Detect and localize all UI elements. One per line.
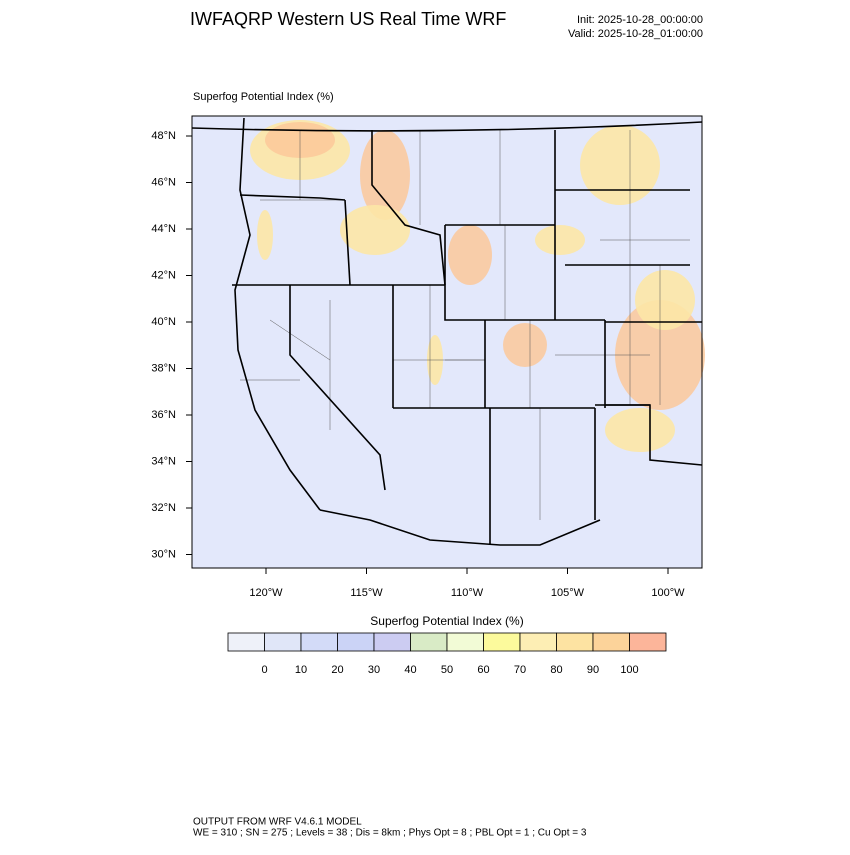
colorbar: 0 10 20 30 40 50 60 70 80 90 100 [227, 632, 667, 676]
valid-time: Valid: 2025-10-28_01:00:00 [568, 28, 703, 40]
footer-line1: OUTPUT FROM WRF V4.6.1 MODEL [193, 817, 362, 828]
colorbar-box [556, 632, 594, 652]
state-borders [191, 117, 703, 546]
map-frame [191, 115, 703, 569]
lat-label: 38°N [151, 362, 176, 374]
colorbar-box [373, 632, 411, 652]
colorbar-box [592, 632, 630, 652]
lat-labels: 48°N 46°N 44°N 42°N 40°N 38°N 36°N 34°N 32°N 30°N [151, 130, 192, 560]
lat-label: 46°N [151, 176, 176, 188]
colorbar-label: 90 [587, 664, 599, 676]
colorbar-label: 40 [404, 664, 416, 676]
lat-label: 40°N [151, 316, 176, 328]
colorbar-box [519, 632, 557, 652]
colorbar-box [446, 632, 484, 652]
lat-label: 30°N [151, 548, 176, 560]
colorbar-title: Superfog Potential Index (%) [370, 614, 523, 628]
fog-areas [250, 120, 705, 452]
colorbar-label: 20 [331, 664, 343, 676]
map-title: Superfog Potential Index (%) [193, 91, 334, 103]
lat-label: 32°N [151, 502, 176, 514]
lat-label: 42°N [151, 269, 176, 281]
lat-label: 44°N [151, 223, 176, 235]
county-lines [240, 130, 690, 520]
init-time: Init: 2025-10-28_00:00:00 [577, 14, 703, 26]
colorbar-label: 0 [261, 664, 267, 676]
colorbar-label: 100 [620, 664, 638, 676]
lon-label: 100°W [651, 587, 685, 599]
lon-label: 115°W [350, 587, 383, 599]
footer-line2: WE = 310 ; SN = 275 ; Levels = 38 ; Dis … [193, 828, 587, 839]
lat-label: 48°N [151, 130, 176, 142]
colorbar-box [300, 632, 338, 652]
colorbar-label: 50 [441, 664, 453, 676]
colorbar-box [410, 632, 448, 652]
colorbar-label: 70 [514, 664, 526, 676]
colorbar-box [227, 632, 265, 652]
colorbar-label: 80 [550, 664, 562, 676]
lon-label: 105°W [551, 587, 585, 599]
lat-label: 34°N [151, 455, 176, 467]
colorbar-label: 10 [295, 664, 307, 676]
lon-label: 120°W [249, 587, 283, 599]
colorbar-box [629, 632, 667, 652]
colorbar-box [337, 632, 375, 652]
colorbar-box [483, 632, 521, 652]
colorbar-label: 60 [477, 664, 489, 676]
colorbar-label: 30 [368, 664, 380, 676]
map [191, 115, 705, 569]
colorbar-box [264, 632, 302, 652]
lat-label: 36°N [151, 409, 176, 421]
lon-label: 110°W [451, 587, 484, 599]
title: IWFAQRP Western US Real Time WRF [190, 9, 506, 29]
lon-labels: 120°W 115°W 110°W 105°W 100°W [249, 568, 685, 599]
